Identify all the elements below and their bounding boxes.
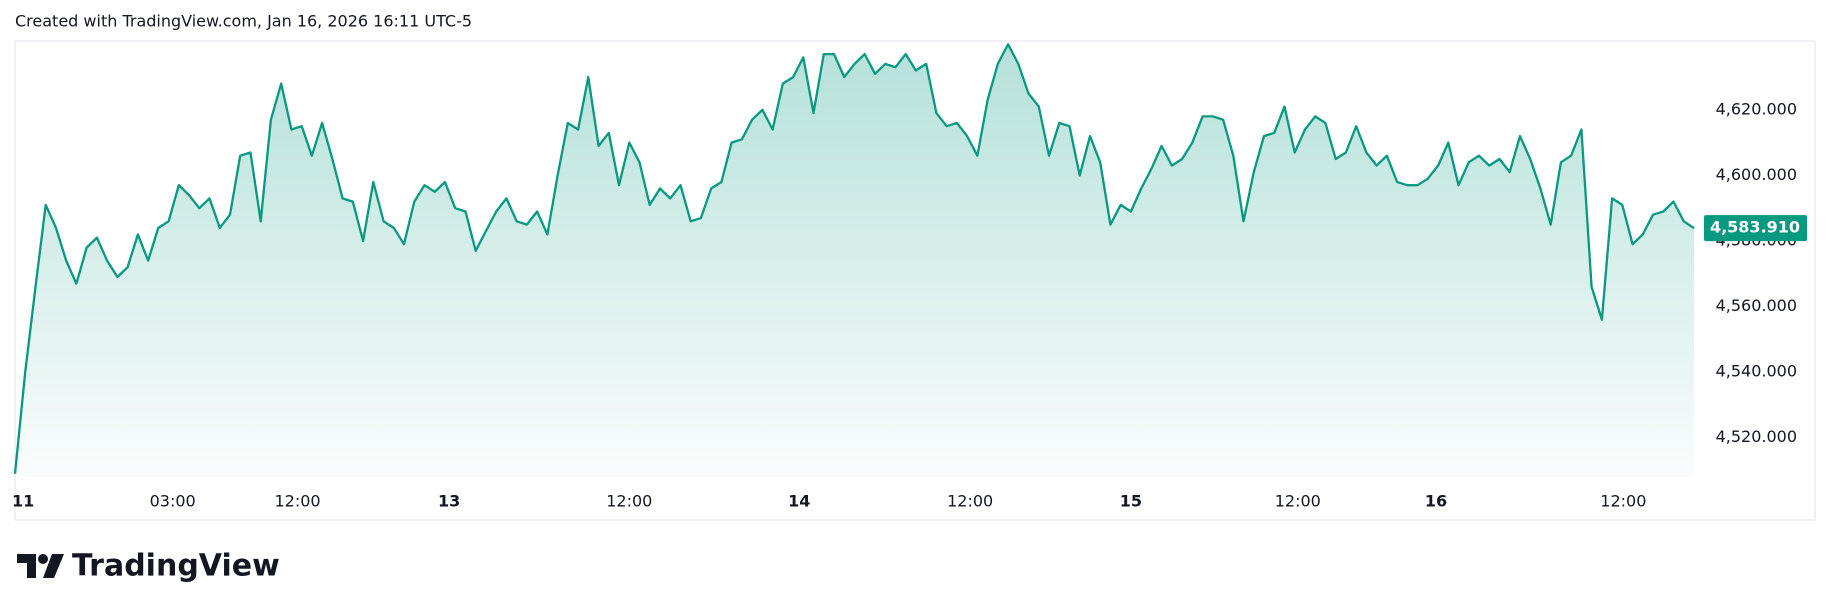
x-tick-label: 11	[12, 492, 34, 511]
x-tick-label: 12:00	[1600, 492, 1646, 511]
logo-mark	[17, 554, 36, 578]
x-tick-label: 15	[1120, 492, 1142, 511]
last-price-box	[1704, 215, 1807, 242]
brand-logo: TradingView	[17, 549, 280, 584]
y-tick-label: 4,600.000	[1716, 165, 1797, 184]
logo-dot	[38, 554, 48, 564]
y-tick-label: 4,620.000	[1716, 99, 1797, 118]
chart-frame	[14, 40, 1816, 521]
last-price-tag: 4,583.910	[1704, 215, 1807, 242]
y-tick-label: 4,540.000	[1716, 362, 1797, 381]
y-tick-label: 4,520.000	[1716, 427, 1797, 446]
x-tick-label: 14	[788, 492, 810, 511]
y-tick-label: 4,560.000	[1716, 296, 1797, 315]
logo-mark	[43, 554, 64, 578]
x-tick-label: 12:00	[275, 492, 321, 511]
x-tick-label: 12:00	[947, 492, 993, 511]
area-fill	[15, 44, 1694, 478]
brand-name: TradingView	[72, 549, 280, 584]
price-line	[13, 43, 1695, 474]
x-tick-label: 12:00	[1275, 492, 1321, 511]
last-price-label: 4,583.910	[1710, 218, 1800, 237]
x-tick-label: 16	[1425, 492, 1447, 511]
x-tick-label: 12:00	[606, 492, 652, 511]
x-tick-label: 13	[438, 492, 460, 511]
x-tick-label: 03:00	[150, 492, 196, 511]
header: Created with TradingView.com, Jan 16, 20…	[15, 12, 472, 31]
